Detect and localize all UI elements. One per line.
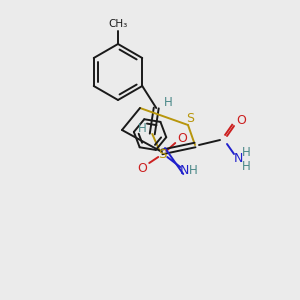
Text: S: S [158,148,166,160]
Text: CH₃: CH₃ [108,19,128,29]
Text: H: H [189,164,198,176]
Text: O: O [177,131,187,145]
Text: N: N [180,164,189,176]
Text: H: H [164,97,172,110]
Text: O: O [137,161,147,175]
Text: H: H [138,122,147,136]
Text: S: S [186,112,194,124]
Text: H: H [242,160,250,172]
Text: O: O [236,113,246,127]
Text: N: N [233,152,243,164]
Text: H: H [242,146,250,160]
